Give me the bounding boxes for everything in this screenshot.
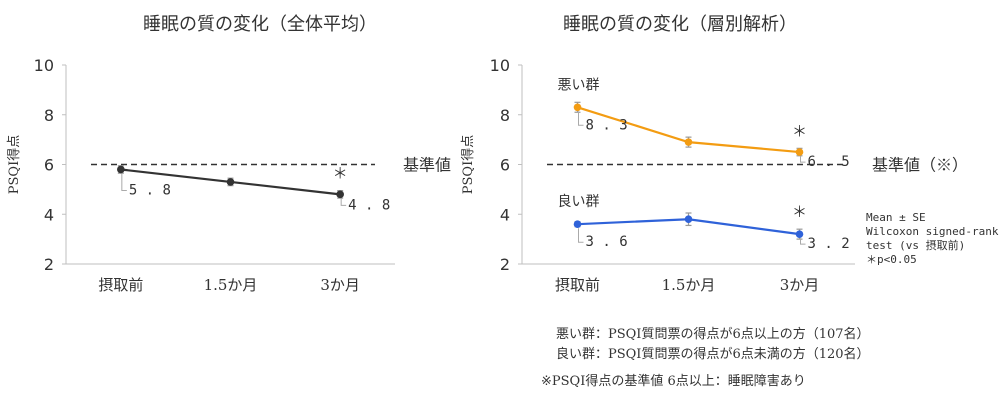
stats-note-line: Mean ± SE xyxy=(866,211,926,224)
chart-1-series-0-label-leader xyxy=(800,156,806,163)
chart-1-series-1-label-leader xyxy=(800,238,806,245)
chart-0-xtick-label: 1.5か月 xyxy=(204,276,258,294)
stats-note-line: test (vs 摂取前) xyxy=(866,238,965,252)
chart-1-series-1-point xyxy=(684,215,693,224)
chart-0-series-0-point xyxy=(117,165,125,174)
chart-1-ytick-label: 10 xyxy=(490,56,510,75)
chart-0-title: 睡眠の質の変化（全体平均） xyxy=(143,14,377,35)
stats-note-line: Wilcoxon signed-rank xyxy=(866,225,999,238)
chart-1-series-0-value-label: 8 . 3 xyxy=(586,117,628,133)
chart-0-ytick-label: 8 xyxy=(44,106,54,125)
chart-1-xtick-label: 1.5か月 xyxy=(662,276,716,294)
chart-1-ytick-label: 6 xyxy=(500,156,510,175)
chart-0-series-0-value-label: 4 . 8 xyxy=(348,197,390,213)
chart-0-series-0-label-leader xyxy=(340,198,347,206)
chart-1-series-0-value-label: 6 . 5 xyxy=(808,154,850,170)
chart-1-series-1-significance: ＊ xyxy=(792,203,807,221)
chart-0-series-0-significance: ＊ xyxy=(333,165,348,183)
chart-1-series-0-name: 悪い群 xyxy=(558,77,600,93)
chart-1-ytick-label: 4 xyxy=(500,205,510,224)
standard-note: ※PSQI得点の基準値 6点以上：睡眠障害あり xyxy=(541,374,806,389)
chart-1-series-1-value-label: 3 . 2 xyxy=(808,236,850,252)
chart-1-series-0-label-leader xyxy=(578,111,584,126)
chart-0-series-0-point xyxy=(336,190,344,199)
chart-1-ylabel: PSQI得点 xyxy=(460,135,476,194)
chart-0-ytick-label: 2 xyxy=(44,255,54,274)
chart-0-xtick-label: 摂取前 xyxy=(98,276,143,294)
chart-1-reference-label: 基準値（※） xyxy=(872,156,968,175)
bad-group-note: 悪い群：PSQI質問票の得点が6点以上の方（107名） xyxy=(556,327,870,342)
chart-1-series-0-significance: ＊ xyxy=(792,122,807,140)
chart-1-ytick-label: 2 xyxy=(500,255,510,274)
chart-1-ytick-label: 8 xyxy=(500,106,510,125)
chart-0-series-0-value-label: 5 . 8 xyxy=(129,182,171,198)
chart-1-series-1-name: 良い群 xyxy=(558,194,600,210)
chart-0-ytick-label: 10 xyxy=(34,56,54,75)
chart-0-ylabel: PSQI得点 xyxy=(6,135,22,194)
chart-0-xtick-label: 3か月 xyxy=(320,276,360,294)
chart-1-series-1-point xyxy=(795,230,804,238)
chart-0-ytick-label: 6 xyxy=(44,156,54,175)
chart-0-series-0-point xyxy=(226,178,235,186)
chart-1-xtick-label: 3か月 xyxy=(780,276,820,294)
chart-1-series-1-value-label: 3 . 6 xyxy=(586,234,628,250)
chart-0-reference-label: 基準値 xyxy=(403,156,451,175)
chart-1-series-1-label-leader xyxy=(578,228,584,243)
chart-1-series-0-point xyxy=(684,138,693,146)
chart-0-ytick-label: 4 xyxy=(44,205,54,224)
stats-note-line: ＊p<0.05 xyxy=(866,253,917,266)
chart-1-series-0-point xyxy=(573,103,582,112)
chart-1-xtick-label: 摂取前 xyxy=(555,276,600,294)
chart-1-title: 睡眠の質の変化（層別解析） xyxy=(563,14,797,35)
chart-1-series-0-point xyxy=(795,148,804,156)
good-group-note: 良い群：PSQI質問票の得点が6点未満の方（120名） xyxy=(556,347,870,362)
chart-0-series-0-label-leader xyxy=(121,173,127,191)
chart-1-series-1-point xyxy=(573,220,582,228)
